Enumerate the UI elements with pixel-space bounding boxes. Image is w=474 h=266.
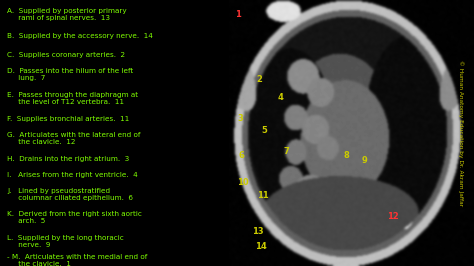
Text: K.  Derived from the right sixth aortic
     arch.  5: K. Derived from the right sixth aortic a… — [7, 211, 142, 225]
Text: 6: 6 — [239, 151, 245, 160]
Text: H.  Drains into the right atrium.  3: H. Drains into the right atrium. 3 — [7, 156, 129, 162]
Text: 3: 3 — [238, 114, 244, 123]
Text: 11: 11 — [257, 191, 269, 200]
Text: A.  Supplied by posterior primary
     rami of spinal nerves.  13: A. Supplied by posterior primary rami of… — [7, 8, 127, 21]
Text: D.  Passes into the hilum of the left
     lung.  7: D. Passes into the hilum of the left lun… — [7, 68, 133, 81]
Text: 10: 10 — [237, 178, 249, 187]
Text: 9: 9 — [362, 156, 368, 165]
Bar — [0, 0, 229, 266]
Text: I.   Arises from the right ventricle.  4: I. Arises from the right ventricle. 4 — [7, 172, 138, 178]
Text: 8: 8 — [343, 151, 349, 160]
Text: 1: 1 — [236, 10, 241, 19]
Text: 2: 2 — [257, 75, 263, 84]
Text: B.  Supplied by the accessory nerve.  14: B. Supplied by the accessory nerve. 14 — [7, 33, 153, 39]
Text: 7: 7 — [284, 147, 290, 156]
Text: 5: 5 — [262, 126, 267, 135]
Text: 14: 14 — [255, 242, 267, 251]
Text: J.   Lined by pseudostratified
     columnar ciliated epithelium.  6: J. Lined by pseudostratified columnar ci… — [7, 188, 133, 201]
Text: - M.  Articulates with the medial end of
     the clavicle.  1: - M. Articulates with the medial end of … — [7, 254, 147, 266]
Text: G.  Articulates with the lateral end of
     the clavicle.  12: G. Articulates with the lateral end of t… — [7, 132, 140, 145]
Text: E.  Passes through the diaphragm at
     the level of T12 vertebra.  11: E. Passes through the diaphragm at the l… — [7, 92, 138, 105]
Text: C.  Supplies coronary arteries.  2: C. Supplies coronary arteries. 2 — [7, 52, 125, 58]
Text: 4: 4 — [278, 93, 283, 102]
Text: 13: 13 — [252, 227, 263, 236]
Text: F.  Supplies bronchial arteries.  11: F. Supplies bronchial arteries. 11 — [7, 116, 129, 122]
Text: 12: 12 — [387, 212, 398, 221]
Text: © Human Anatomy Education by Dr. Akram Jaffar: © Human Anatomy Education by Dr. Akram J… — [458, 60, 464, 206]
Text: L.  Supplied by the long thoracic
     nerve.  9: L. Supplied by the long thoracic nerve. … — [7, 235, 124, 248]
